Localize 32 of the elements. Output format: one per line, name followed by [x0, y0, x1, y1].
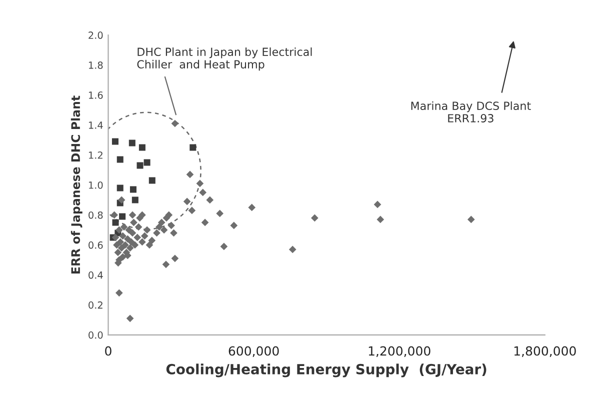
point — [116, 184, 124, 192]
y-tick-label: 0.6 — [88, 241, 103, 249]
y-tick-label: 1.0 — [88, 181, 103, 189]
point — [132, 196, 138, 204]
x-tick-label: 1,800,000 — [514, 346, 576, 357]
x-axis-title: Cooling/Heating Energy Supply (GJ/Year) — [166, 364, 486, 378]
x-tick-label: 1,200,000 — [368, 346, 430, 357]
y-tick-label: 1.8 — [88, 62, 103, 69]
x-tick-label: 0 — [105, 346, 112, 356]
x-tick-label: 600,000 — [228, 346, 279, 357]
point — [112, 219, 119, 226]
point — [148, 177, 156, 184]
y-tick-label: 0.4 — [88, 271, 103, 279]
point — [128, 140, 136, 146]
point — [130, 186, 136, 193]
point — [116, 156, 124, 163]
y-tick-label: 1.2 — [88, 151, 102, 159]
annotation: Marina Bay DCS Plant ERR1.93 — [411, 101, 531, 122]
point — [190, 144, 196, 151]
y-axis-title: ERR of Japanese DHC Plant — [70, 96, 82, 274]
point — [112, 138, 118, 145]
y-tick-label: 0.8 — [88, 211, 103, 219]
y-tick-label: 2.0 — [88, 32, 103, 39]
annotation: DHC Plant in Japan by Electrical Chiller and Heat Pump — [137, 47, 312, 71]
y-tick-label: 1.4 — [88, 122, 103, 129]
y-tick-label: 0.2 — [88, 301, 102, 309]
y-tick-label: 0.0 — [88, 331, 103, 339]
point — [136, 162, 144, 169]
y-tick-label: 1.6 — [88, 92, 103, 99]
point — [119, 213, 126, 220]
point — [144, 159, 150, 166]
point — [138, 144, 146, 151]
